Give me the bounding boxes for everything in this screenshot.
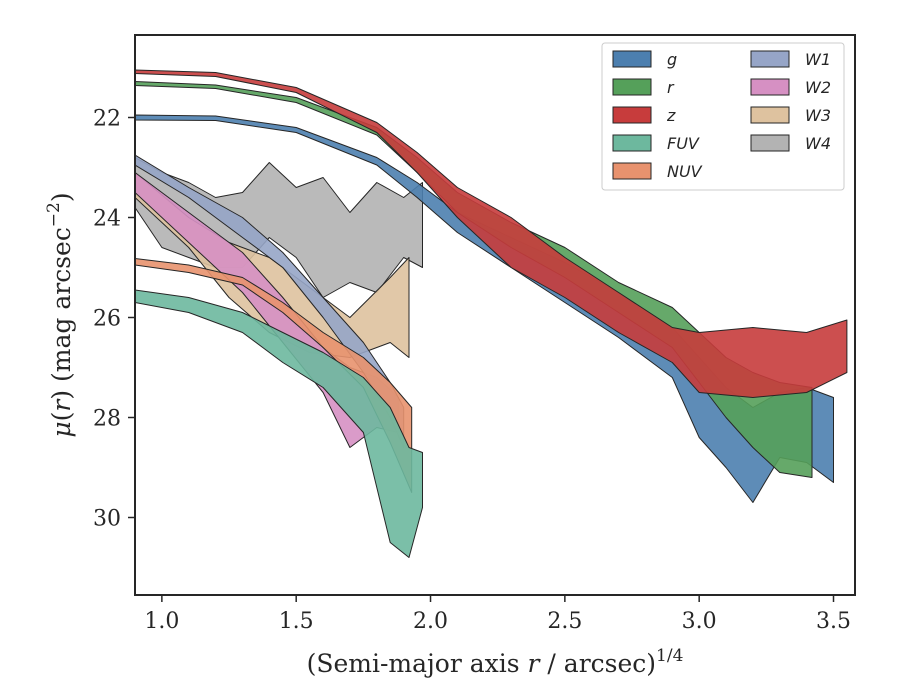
- x-tick-label: 3.5: [816, 609, 851, 634]
- y-tick-label: 30: [93, 507, 121, 532]
- x-tick-label: 3.0: [682, 609, 717, 634]
- y-tick-label: 28: [93, 407, 121, 432]
- x-axis-label: (Semi-major axis r / arcsec)1/4: [307, 646, 684, 678]
- band-w3: [135, 172, 410, 358]
- legend-label-r: r: [667, 78, 675, 97]
- x-tick-label: 1.0: [144, 609, 179, 634]
- legend-label-w2: W2: [805, 78, 831, 97]
- legend-swatch-z: [612, 106, 652, 124]
- x-axis-ticks: 1.0 1.5 2.0 2.5 3.0 3.5: [144, 595, 851, 634]
- y-tick-label: 22: [93, 107, 121, 132]
- legend-swatch-g: [612, 50, 652, 68]
- legend-swatch-r: [612, 78, 652, 96]
- legend-label-w1: W1: [805, 50, 831, 69]
- legend-label-nuv: NUV: [667, 162, 703, 181]
- legend-swatch-w3: [750, 106, 790, 124]
- legend-label-w3: W3: [805, 106, 831, 125]
- legend-swatch-nuv: [612, 162, 652, 180]
- legend-swatch-w2: [750, 78, 790, 96]
- x-tick-label: 1.5: [279, 609, 314, 634]
- legend: grz FUV NUV W1 W2 W3 W4: [601, 42, 845, 191]
- x-tick-label: 2.5: [547, 609, 582, 634]
- legend-swatch-w4: [750, 134, 790, 152]
- legend-label-g: g: [667, 50, 677, 69]
- legend-label-w4: W4: [805, 134, 831, 153]
- y-tick-label: 26: [93, 307, 121, 332]
- legend-swatch-fuv: [612, 134, 652, 152]
- plot-frame: [134, 34, 856, 596]
- band-fuv: [135, 289, 423, 558]
- y-axis-label: μ(r) (mag arcsec−2): [44, 192, 76, 437]
- legend-label-z: z: [666, 106, 676, 125]
- series-bands: [135, 69, 848, 558]
- y-tick-label: 24: [93, 207, 121, 232]
- legend-swatch-w1: [750, 50, 790, 68]
- legend-label-fuv: FUV: [667, 134, 700, 153]
- band-z: [135, 69, 848, 398]
- x-tick-label: 2.0: [413, 609, 448, 634]
- y-axis-ticks: 22 24 26 28 30: [93, 107, 135, 532]
